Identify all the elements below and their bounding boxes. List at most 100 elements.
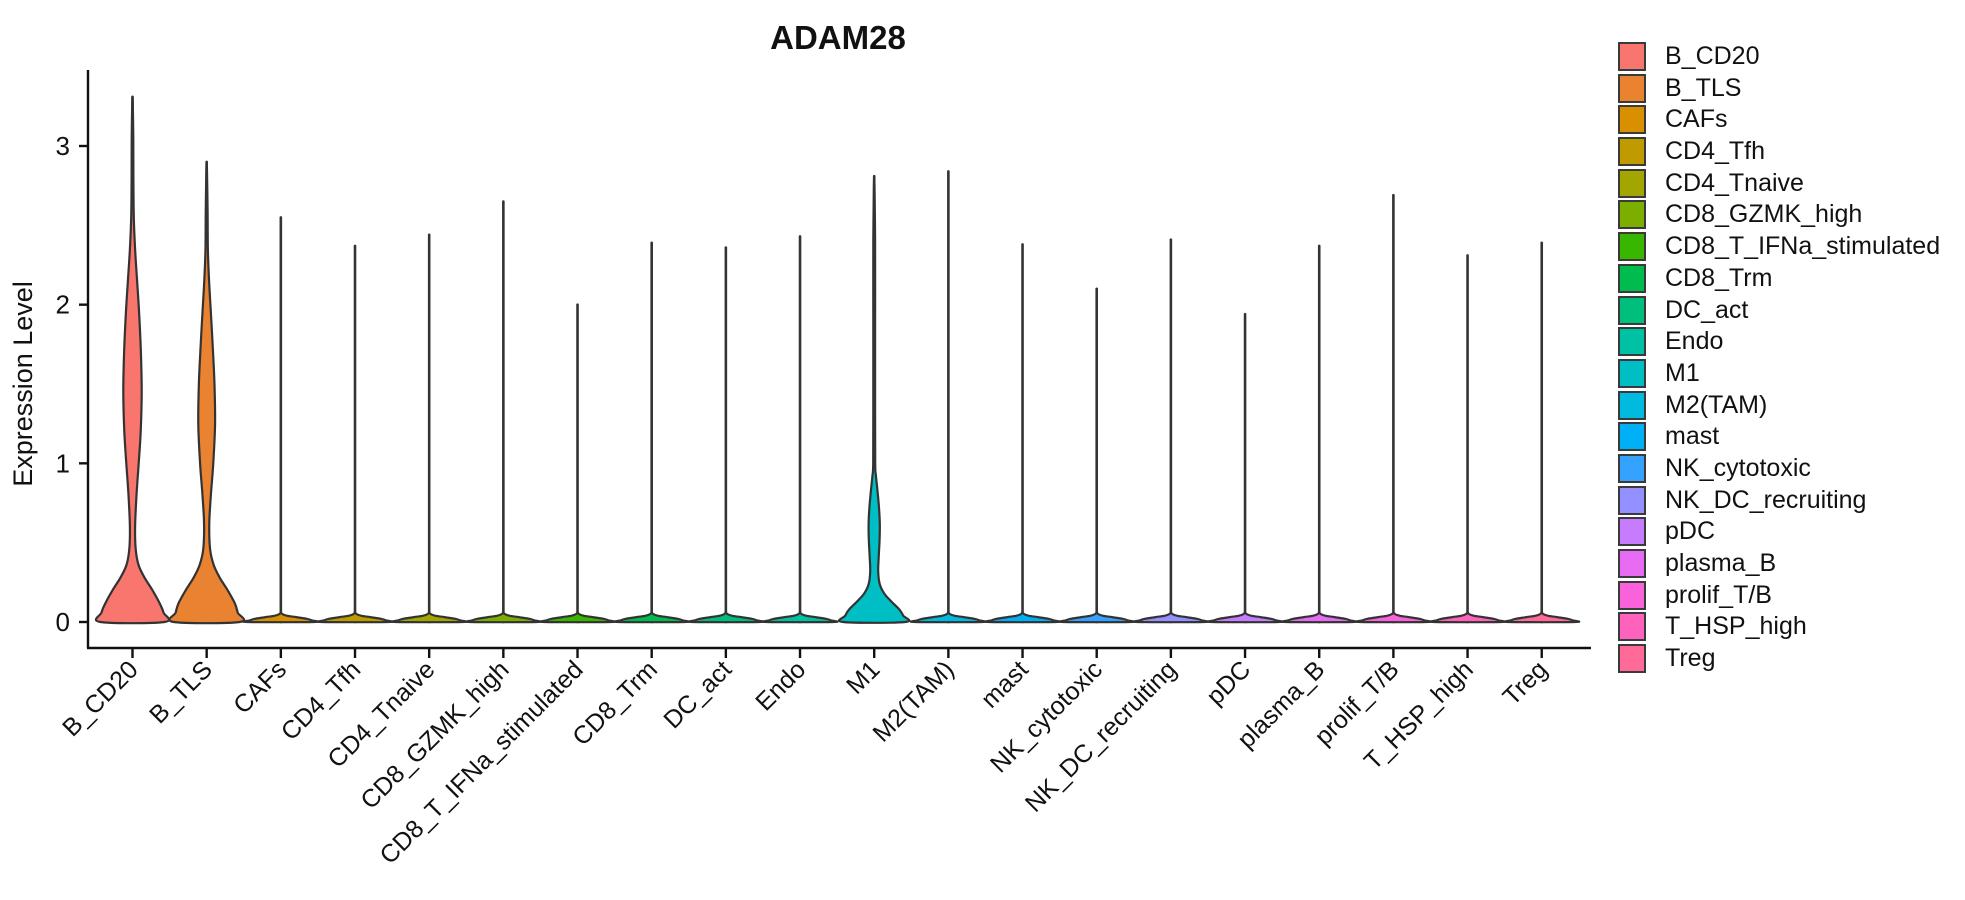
violin-Endo (761, 235, 839, 658)
legend-swatch (1618, 168, 1646, 198)
violin-pDC (1206, 312, 1284, 658)
legend-label: B_TLS (1665, 73, 1742, 102)
legend-swatch (1618, 580, 1646, 610)
legend-label: mast (1665, 422, 1720, 451)
x-tick-label: pDC (1201, 655, 1256, 710)
legend-item: DC_act (1618, 295, 1940, 325)
violin-M2(TAM) (909, 170, 987, 658)
violin-CD4_Tfh (316, 244, 394, 658)
x-tick-label: Endo (750, 655, 811, 716)
legend-swatch (1618, 422, 1646, 452)
legend-swatch (1618, 295, 1646, 325)
legend-item: plasma_B (1618, 549, 1940, 578)
legend-item: pDC (1618, 517, 1940, 547)
violin-M1 (838, 174, 911, 658)
legend-swatch (1618, 517, 1646, 547)
legend-swatch (1618, 327, 1646, 357)
legend: B_CD20 B_TLS CAFs CD4_Tfh CD4_Tnaive CD8_GZMK… (1618, 42, 1941, 674)
legend-label: prolif_T/B (1665, 580, 1772, 609)
legend-label: DC_act (1665, 295, 1749, 324)
violin-DC_act (687, 246, 765, 658)
y-tick-label-1: 1 (56, 448, 70, 478)
y-tick-label-3: 3 (56, 131, 70, 161)
legend-label: M1 (1665, 358, 1700, 387)
legend-swatch (1618, 137, 1646, 167)
legend-label: CD8_T_IFNa_stimulated (1665, 232, 1941, 261)
violin-CD4_Tnaive (390, 233, 468, 658)
legend-item: CD4_Tnaive (1618, 168, 1940, 198)
legend-swatch (1618, 200, 1646, 230)
x-tick-label: M2(TAM) (867, 655, 959, 747)
legend-item: M2(TAM) (1618, 390, 1940, 420)
y-axis-title: Expression Level (8, 281, 38, 487)
legend-swatch (1618, 232, 1646, 262)
violin-B_TLS (168, 160, 246, 658)
legend-item: M1 (1618, 358, 1940, 388)
legend-label: CD8_Trm (1665, 263, 1773, 292)
legend-label: Treg (1665, 644, 1716, 673)
x-tick-label: mast (976, 655, 1034, 713)
legend-item: NK_DC_recruiting (1618, 485, 1940, 515)
legend-label: T_HSP_high (1665, 612, 1807, 641)
violin-T_HSP_high (1429, 254, 1507, 658)
legend-item: CD8_Trm (1618, 263, 1940, 293)
violin-plasma_B (1280, 244, 1358, 658)
legend-label: pDC (1665, 517, 1716, 546)
legend-item: CD8_GZMK_high (1618, 200, 1940, 230)
violin-Treg (1503, 241, 1581, 658)
legend-item: Treg (1618, 644, 1940, 674)
chart-title: ADAM28 (770, 19, 906, 56)
y-tick-label-2: 2 (56, 290, 70, 320)
x-tick-label: CAFs (228, 655, 292, 719)
legend-label: CD8_GZMK_high (1665, 200, 1863, 229)
legend-swatch (1618, 612, 1646, 642)
violin-CD8_GZMK_high (464, 200, 542, 658)
legend-item: T_HSP_high (1618, 612, 1940, 642)
legend-item: mast (1618, 422, 1940, 452)
legend-swatch (1618, 485, 1646, 515)
legend-label: CAFs (1665, 105, 1728, 134)
legend-item: B_CD20 (1618, 42, 1940, 71)
legend-label: plasma_B (1665, 549, 1777, 577)
legend-item: CAFs (1618, 105, 1940, 135)
legend-label: NK_DC_recruiting (1665, 485, 1867, 514)
legend-swatch (1618, 549, 1646, 578)
violin-CD8_T_IFNa_stimulated (539, 303, 616, 658)
y-tick-label-0: 0 (56, 607, 70, 637)
legend-swatch (1618, 105, 1646, 135)
violin-mast (984, 243, 1062, 658)
legend-item: NK_cytotoxic (1618, 453, 1940, 483)
legend-swatch (1618, 42, 1646, 71)
legend-label: CD4_Tfh (1665, 137, 1766, 166)
x-tick-label: M1 (841, 655, 885, 699)
x-tick-label: B_TLS (144, 655, 218, 729)
violin-NK_cytotoxic (1058, 287, 1136, 658)
x-tick-label: B_CD20 (57, 655, 144, 742)
x-tick-label: DC_act (658, 655, 737, 734)
legend-item: CD4_Tfh (1618, 137, 1940, 167)
x-tick-label: Treg (1497, 655, 1552, 710)
violin-prolif_T/B (1354, 193, 1432, 658)
legend-item: B_TLS (1618, 73, 1940, 103)
legend-label: B_CD20 (1665, 42, 1760, 70)
legend-item: Endo (1618, 327, 1940, 357)
legend-swatch (1618, 390, 1646, 420)
legend-swatch (1618, 644, 1646, 674)
legend-swatch (1618, 73, 1646, 103)
legend-label: CD4_Tnaive (1665, 168, 1804, 197)
legend-label: Endo (1665, 327, 1724, 356)
legend-swatch (1618, 453, 1646, 483)
legend-item: prolif_T/B (1618, 580, 1940, 610)
legend-label: NK_cytotoxic (1665, 453, 1811, 482)
legend-swatch (1618, 263, 1646, 293)
legend-item: CD8_T_IFNa_stimulated (1618, 232, 1941, 262)
violin-B_CD20 (94, 95, 171, 658)
violin-CD8_Trm (613, 241, 691, 658)
legend-label: M2(TAM) (1665, 390, 1768, 419)
violin-NK_DC_recruiting (1132, 238, 1210, 658)
legend-swatch (1618, 358, 1646, 388)
violin-CAFs (242, 216, 320, 658)
axes (79, 70, 1591, 650)
